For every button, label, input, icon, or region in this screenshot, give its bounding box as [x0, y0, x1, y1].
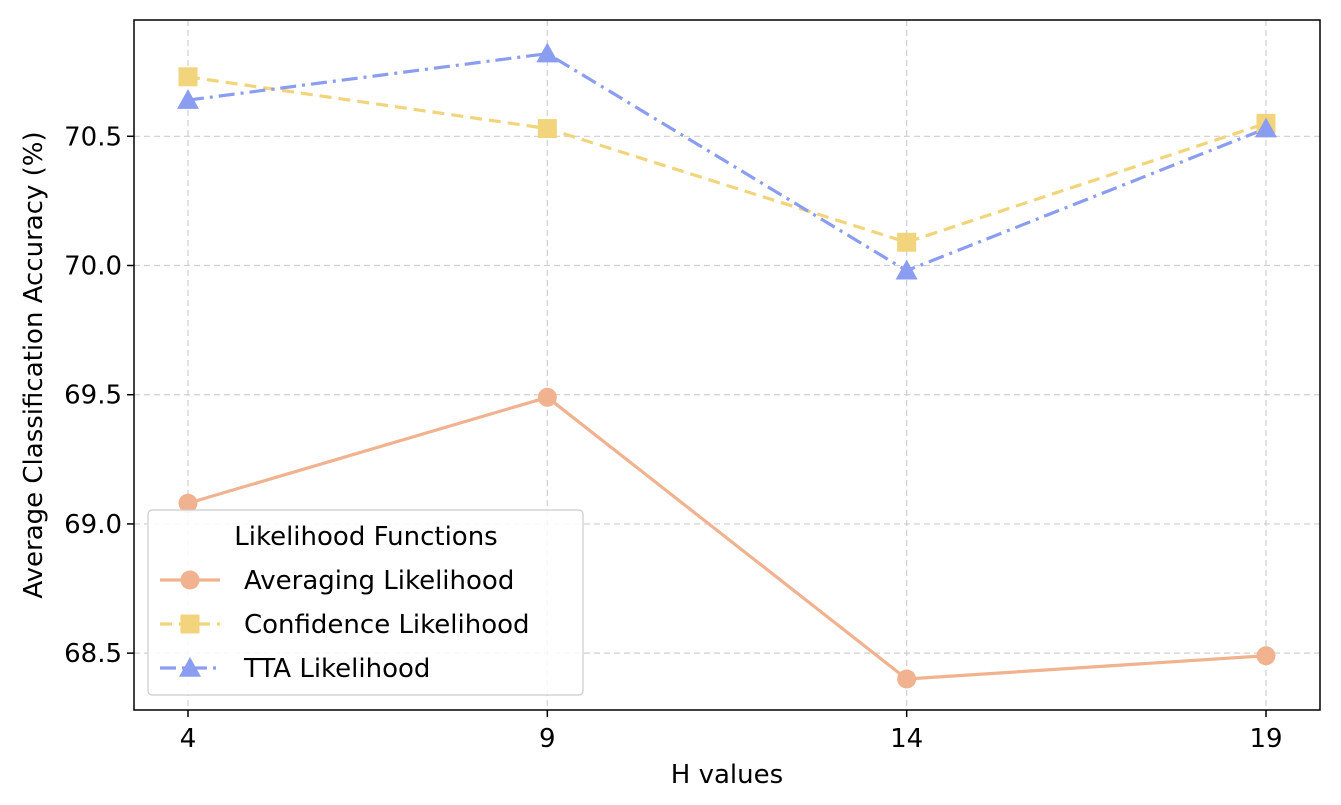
y-axis-ticks: 68.5 69.0 69.5 70.0 70.5	[64, 122, 134, 669]
data-point-1-1	[537, 119, 557, 139]
x-tick-label: 19	[1249, 724, 1282, 754]
x-tick-label: 14	[890, 724, 923, 754]
y-tick-label: 70.0	[64, 252, 122, 282]
x-axis-label: H values	[671, 760, 783, 790]
legend-marker	[179, 657, 201, 677]
series-line-1	[187, 75, 1267, 244]
data-point-1-2	[897, 232, 917, 252]
data-point-2-3	[1255, 117, 1277, 138]
data-point-2-1	[536, 42, 559, 63]
data-point-0-2	[897, 669, 917, 689]
series-markers	[177, 42, 1277, 689]
plot-frame	[133, 19, 1321, 711]
y-tick-label: 69.5	[64, 381, 122, 411]
series-lines	[187, 51, 1267, 681]
legend-label: Averaging Likelihood	[244, 566, 514, 596]
data-point-2-0	[177, 89, 199, 109]
data-point-1-0	[178, 67, 198, 87]
x-axis-ticks: 4 9 14 19	[180, 710, 1283, 754]
y-tick-label: 69.0	[64, 510, 122, 540]
data-point-0-1	[537, 387, 557, 407]
series-line-0	[187, 395, 1267, 681]
legend-entries: Averaging Likelihood Confidence Likelihoo…	[160, 566, 530, 684]
y-tick-label: 70.5	[64, 122, 122, 152]
legend-marker	[180, 570, 200, 590]
x-tick-label: 4	[180, 724, 197, 754]
y-tick-label: 68.5	[64, 639, 122, 669]
x-tick-label: 9	[539, 724, 556, 754]
data-point-0-0	[178, 493, 198, 513]
y-axis-label: Average Classification Accuracy (%)	[19, 131, 49, 598]
data-point-2-2	[895, 259, 918, 280]
legend-title: Likelihood Functions	[234, 522, 497, 552]
legend-label: TTA Likelihood	[243, 654, 430, 684]
series-line-2	[187, 51, 1267, 273]
legend-box	[147, 509, 584, 696]
legend-marker	[180, 614, 200, 634]
legend: Likelihood Functions Averaging Likelihoo…	[147, 509, 584, 696]
legend-label: Confidence Likelihood	[244, 610, 530, 640]
data-point-0-3	[1256, 646, 1276, 666]
